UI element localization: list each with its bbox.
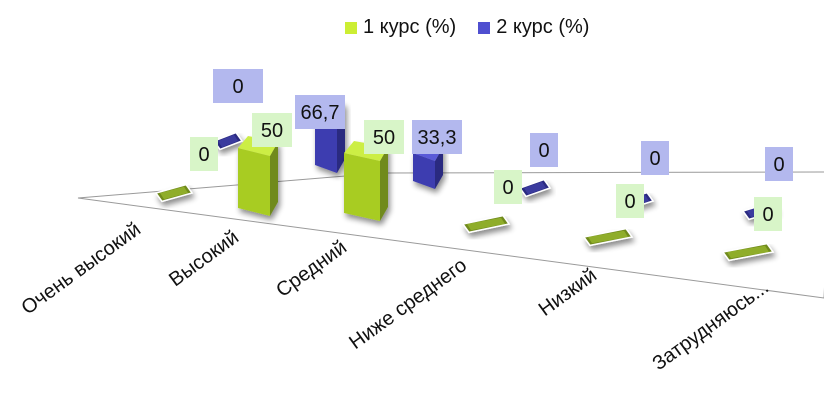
category-label-6: Затрудняюсь... [649,276,773,375]
svg-text:50: 50 [373,127,395,149]
svg-text:0: 0 [232,76,243,98]
svg-text:0: 0 [502,177,513,199]
bar-series-1-6 [721,242,775,262]
svg-text:0: 0 [624,191,635,213]
data-label-series-2-6: 0 [765,147,793,181]
data-label-series-1-2: 50 [252,113,292,147]
data-label-series-1-6: 0 [754,197,782,231]
bar-series-1-4 [461,214,511,234]
data-label-series-2-4: 0 [530,133,558,167]
svg-text:33,3: 33,3 [418,127,457,149]
data-label-series-1-3: 50 [364,120,404,154]
category-label-5: Низкий [535,264,601,321]
data-label-series-2-3: 33,3 [412,120,462,154]
data-label-series-2-5: 0 [641,141,669,175]
data-label-series-2-2: 66,7 [295,95,345,129]
category-label-1: Очень высокий [17,218,144,319]
svg-text:0: 0 [198,144,209,166]
bar-series-1-1 [154,183,194,203]
legend-label-series-1: 1 курс (%) [363,16,457,38]
bar-series-2-4 [518,178,552,198]
data-label-series-1-5: 0 [616,184,644,218]
svg-text:66,7: 66,7 [301,102,340,124]
legend-swatch-series-2 [478,21,491,34]
bar-series-1-2 [238,136,278,216]
svg-text:0: 0 [773,154,784,176]
bar-series-1-5 [582,227,634,247]
legend-swatch-series-1 [345,21,357,34]
svg-text:0: 0 [762,204,773,226]
svg-text:0: 0 [649,148,660,170]
category-label-4: Ниже среднего [345,254,471,354]
data-label-series-2-1: 0 [213,69,263,103]
svg-text:0: 0 [538,140,549,162]
svg-text:50: 50 [261,120,283,142]
data-label-series-1-1: 0 [190,137,218,171]
category-label-2: Высокий [165,226,243,291]
category-label-3: Средний [272,236,351,302]
bar-series-2-1 [212,131,244,151]
legend-item-series-1: 1 курс (%) [345,16,456,39]
legend-label-series-2: 2 курс (%) [496,16,590,38]
data-label-series-1-4: 0 [494,170,522,204]
legend-item-series-2: 2 курс (%) [478,16,589,39]
chart-legend: 1 курс (%) 2 курс (%) [345,16,589,39]
